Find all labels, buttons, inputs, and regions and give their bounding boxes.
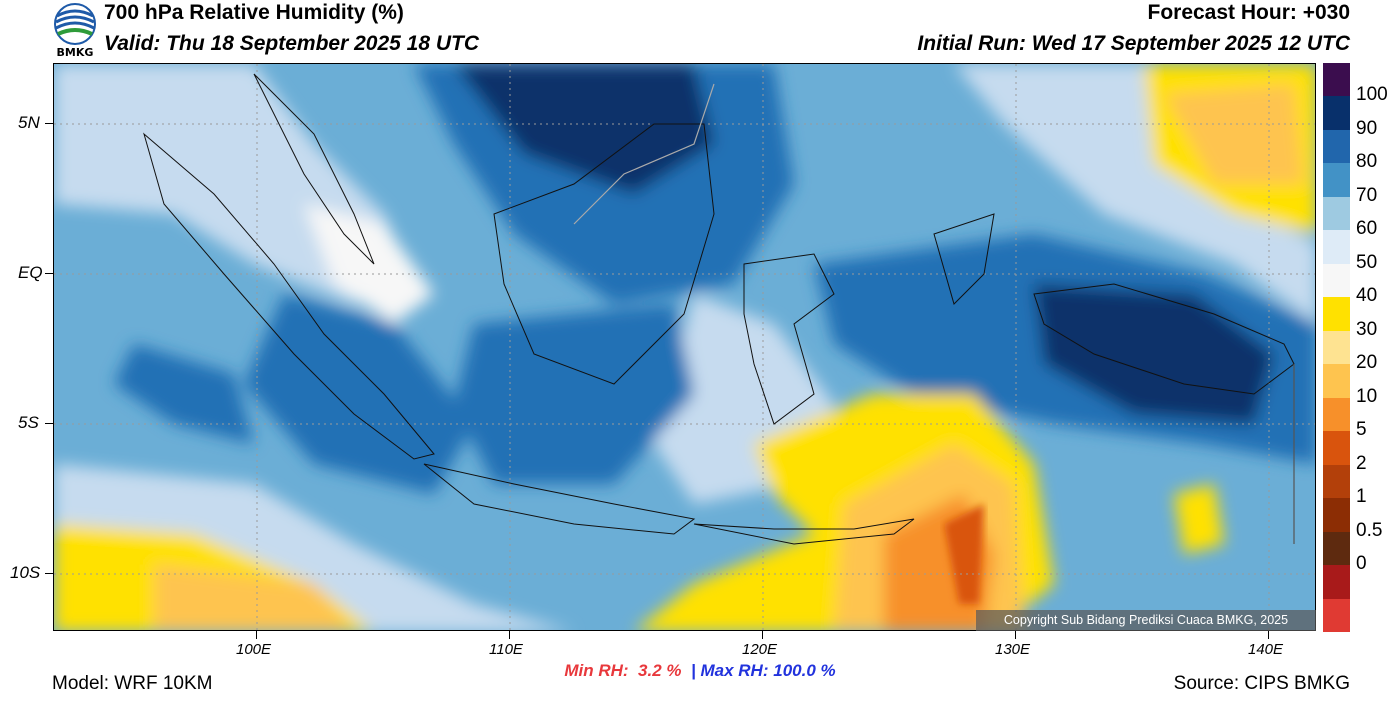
coastlines: [143, 73, 1295, 545]
colorbar-label: 1: [1356, 486, 1367, 508]
colorbar-label: 60: [1356, 218, 1378, 240]
colorbar-label: 80: [1356, 151, 1378, 173]
lon-label-140e: 140E: [1248, 641, 1284, 658]
colorbar-segment: [1323, 565, 1350, 600]
lon-tick: [509, 631, 510, 639]
colorbar-segment: [1323, 431, 1350, 466]
bmkg-logo: BMKG: [52, 2, 98, 60]
colorbar-label: 70: [1356, 184, 1378, 206]
colorbar-segment: [1323, 163, 1350, 198]
lon-tick: [256, 631, 257, 639]
source-label: Source: CIPS BMKG: [1173, 673, 1350, 694]
colorbar-label: 10: [1356, 385, 1378, 407]
lat-label-5s: 5S: [18, 413, 39, 432]
lat-tick: [45, 573, 53, 574]
halmahera-coast: [933, 213, 995, 305]
colorbar-label: 50: [1356, 251, 1378, 273]
initial-run: Initial Run: Wed 17 September 2025 12 UT…: [917, 32, 1350, 55]
colorbar-segment: [1323, 230, 1350, 265]
lat-label-eq: EQ: [18, 263, 43, 282]
colorbar-label: 40: [1356, 285, 1378, 307]
dry-core-pacific: [1164, 84, 1304, 184]
colorbar-segment: [1323, 531, 1350, 566]
colorbar-segment: [1323, 297, 1350, 332]
colorbar-label: 90: [1356, 117, 1378, 139]
java-coast: [423, 463, 696, 535]
humidity-map: [53, 63, 1316, 631]
model-label: Model: WRF 10KM: [52, 673, 213, 694]
min-rh-label: Min RH:: [564, 661, 629, 680]
colorbar-label: 5: [1356, 419, 1367, 441]
colorbar-label: 2: [1356, 452, 1367, 474]
colorbar-segment: [1323, 598, 1350, 633]
lat-tick: [45, 123, 53, 124]
lat-label-10s: 10S: [10, 563, 41, 582]
dry-patch-malaya: [304, 204, 434, 324]
humidity-field: [54, 64, 1315, 630]
lon-tick: [1268, 631, 1269, 639]
dry-core-indian-ocean: [154, 564, 353, 630]
forecast-hour: Forecast Hour: +030: [1147, 1, 1351, 24]
lon-label-120e: 120E: [742, 641, 778, 658]
bmkg-logo-icon: [54, 3, 96, 45]
sulawesi-coast: [743, 253, 835, 425]
moist-region-java-sea: [454, 304, 694, 484]
malaya-coast: [253, 73, 375, 265]
nusa-tenggara-coast: [693, 518, 915, 545]
colorbar-segment: [1323, 498, 1350, 533]
colorbar-label: 0: [1356, 553, 1367, 575]
colorbar-segment: [1323, 129, 1350, 164]
moist-region-west: [114, 344, 254, 444]
lon-label-130e: 130E: [995, 641, 1031, 658]
lon-tick: [1015, 631, 1016, 639]
very-moist-region-north: [454, 64, 714, 194]
max-rh-label: Max RH:: [700, 661, 769, 680]
colorbar-label: 20: [1356, 352, 1378, 374]
borneo-coast: [493, 123, 715, 385]
colorbar-label: 30: [1356, 318, 1378, 340]
lon-label-100e: 100E: [236, 641, 272, 658]
light-region-ne: [954, 64, 1315, 323]
very-moist-region-papua: [1034, 284, 1274, 424]
valid-time: Valid: Thu 18 September 2025 18 UTC: [104, 32, 480, 55]
colorbar-label: 100: [1356, 84, 1388, 106]
colorbar-segment: [1323, 63, 1350, 97]
dry-patch-arafura: [1174, 484, 1224, 554]
moist-region-sumatra: [244, 294, 474, 494]
colorbar-segment: [1323, 330, 1350, 365]
colorbar-segment: [1323, 397, 1350, 432]
colorbar-segment: [1323, 96, 1350, 131]
lon-label-110e: 110E: [489, 641, 523, 658]
copyright-notice: Copyright Sub Bidang Prediksi Cuaca BMKG…: [976, 610, 1316, 631]
lat-tick: [45, 273, 53, 274]
lat-label-5n: 5N: [18, 113, 40, 132]
min-rh-value: 3.2 %: [638, 661, 682, 680]
colorbar-segment: [1323, 364, 1350, 399]
driest-patch: [944, 504, 984, 604]
papua-coast: [1033, 283, 1295, 395]
logo-text: BMKG: [56, 46, 94, 59]
rh-stats: Min RH: 3.2 % | Max RH: 100.0 %: [0, 661, 1400, 681]
chart-title: 700 hPa Relative Humidity (%): [104, 1, 404, 24]
colorbar-segment: [1323, 196, 1350, 231]
colorbar-segment: [1323, 464, 1350, 499]
sumatra-coast: [143, 132, 435, 460]
borders: [573, 83, 1295, 544]
lon-tick: [762, 631, 763, 639]
graticule: [54, 64, 1315, 630]
colorbar-label: 0.5: [1356, 519, 1383, 541]
max-rh-value: 100.0 %: [773, 661, 836, 680]
stats-separator: |: [690, 661, 696, 680]
lat-tick: [45, 423, 53, 424]
colorbar: [1323, 63, 1350, 633]
colorbar-segment: [1323, 263, 1350, 298]
